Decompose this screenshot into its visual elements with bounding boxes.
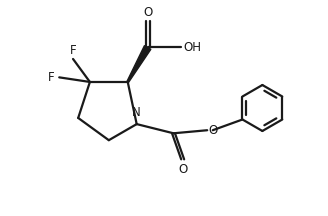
Text: OH: OH bbox=[184, 41, 202, 54]
Text: N: N bbox=[132, 106, 141, 119]
Polygon shape bbox=[127, 46, 151, 83]
Text: F: F bbox=[70, 43, 76, 57]
Text: F: F bbox=[48, 71, 55, 84]
Text: O: O bbox=[209, 124, 218, 137]
Text: O: O bbox=[178, 163, 187, 176]
Text: O: O bbox=[143, 6, 152, 19]
